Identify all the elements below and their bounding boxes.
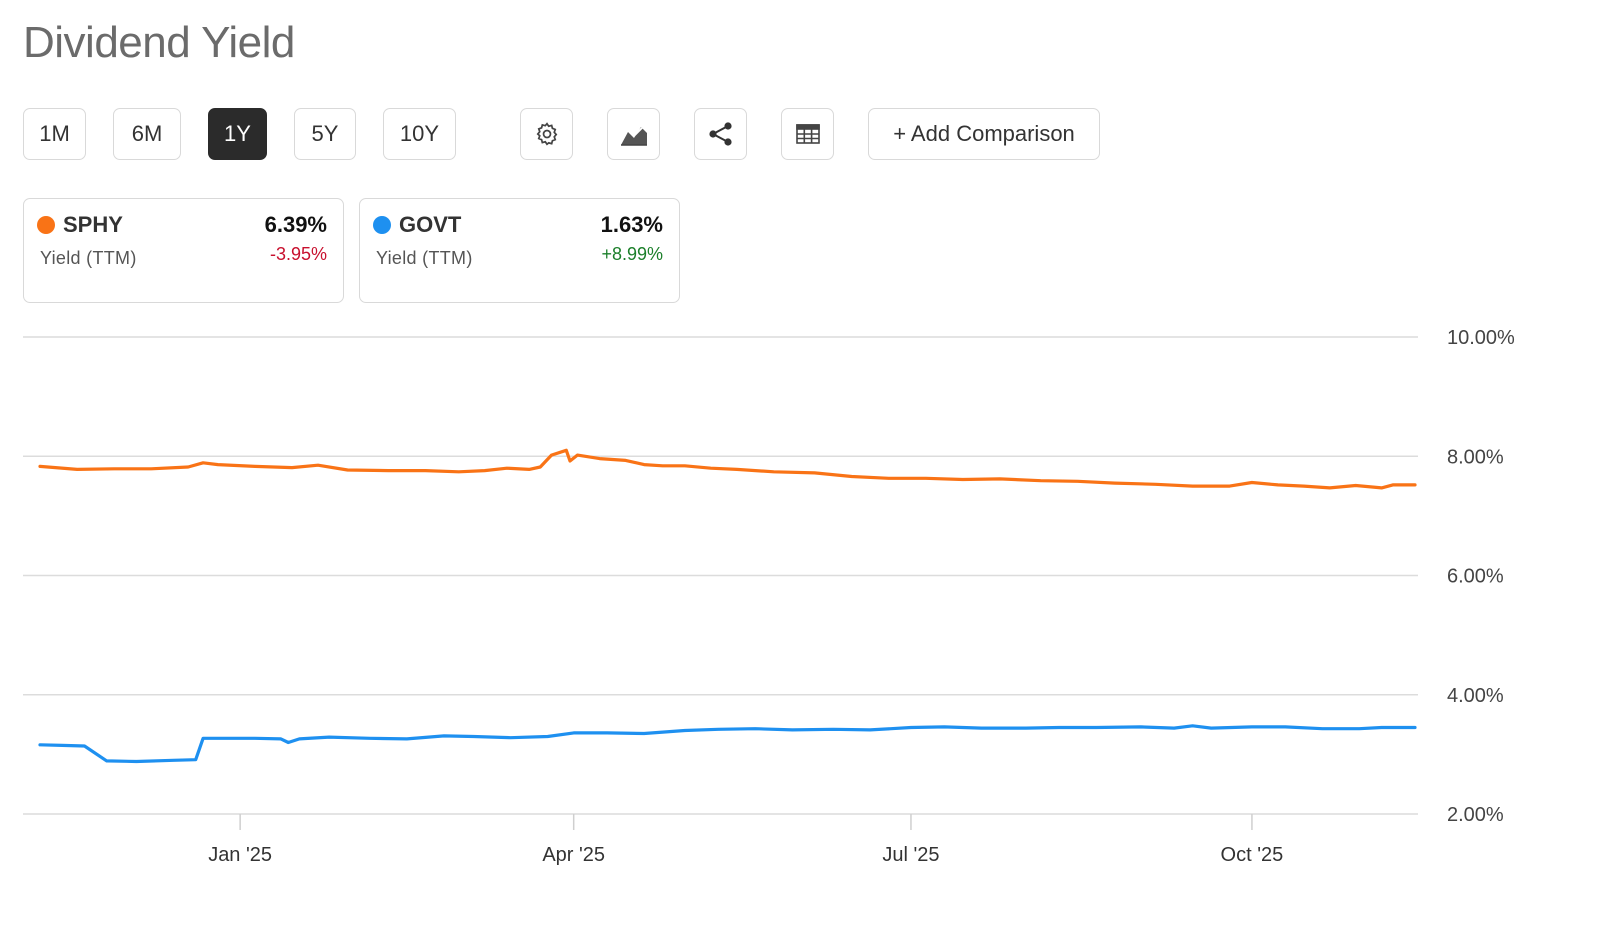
x-tick-label: Jan '25 xyxy=(208,844,272,866)
series-line-sphy xyxy=(38,448,1417,490)
share-button[interactable] xyxy=(694,108,747,160)
chart-type-icon xyxy=(619,121,649,147)
y-tick-label: 2.00% xyxy=(1447,804,1504,826)
ticker-symbol: GOVT xyxy=(399,212,462,237)
y-tick-label: 8.00% xyxy=(1447,446,1504,468)
x-tick-label: Jul '25 xyxy=(882,844,939,866)
ticker-card-sphy[interactable]: SPHY 6.39% Yield (TTM) -3.95% xyxy=(23,198,344,303)
range-1m-button[interactable]: 1M xyxy=(23,108,86,160)
series-color-dot xyxy=(373,216,391,234)
table-icon xyxy=(795,123,821,145)
ticker-change: -3.95% xyxy=(269,244,327,264)
range-10y-button[interactable]: 10Y xyxy=(383,108,456,160)
table-view-button[interactable] xyxy=(781,108,834,160)
settings-button[interactable] xyxy=(520,108,573,160)
add-comparison-button[interactable]: + Add Comparison xyxy=(868,108,1100,160)
series-line-govt xyxy=(38,724,1417,764)
page-title: Dividend Yield xyxy=(23,18,295,67)
ticker-metric: Yield (TTM) xyxy=(376,248,473,268)
y-tick-label: 4.00% xyxy=(1447,685,1504,707)
range-6m-button[interactable]: 6M xyxy=(113,108,181,160)
x-tick-label: Oct '25 xyxy=(1221,844,1284,866)
y-tick-label: 6.00% xyxy=(1447,566,1504,588)
range-1y-button[interactable]: 1Y xyxy=(208,108,267,160)
ticker-change: +8.99% xyxy=(601,244,663,264)
ticker-value: 6.39% xyxy=(264,212,327,237)
range-5y-button[interactable]: 5Y xyxy=(294,108,356,160)
ticker-value: 1.63% xyxy=(600,212,663,237)
ticker-metric: Yield (TTM) xyxy=(40,248,137,268)
ticker-symbol: SPHY xyxy=(63,212,123,237)
settings-gear-icon xyxy=(534,121,560,147)
y-tick-label: 10.00% xyxy=(1447,327,1515,349)
ticker-card-govt[interactable]: GOVT 1.63% Yield (TTM) +8.99% xyxy=(359,198,680,303)
chart-type-button[interactable] xyxy=(607,108,660,160)
x-tick-label: Apr '25 xyxy=(542,844,605,866)
share-icon xyxy=(707,121,735,147)
series-color-dot xyxy=(37,216,55,234)
